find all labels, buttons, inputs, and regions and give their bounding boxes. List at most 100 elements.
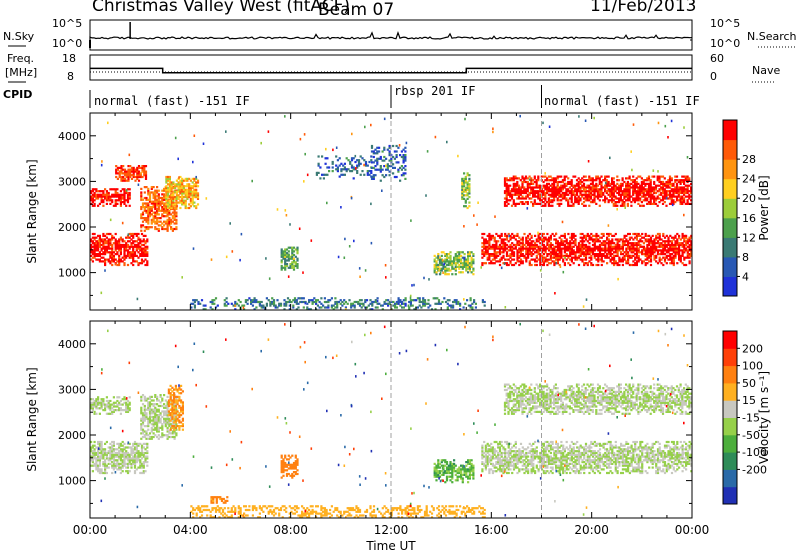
heatmap-cell	[97, 451, 100, 455]
heatmap-cell	[392, 166, 395, 169]
heatmap-cell	[588, 238, 591, 241]
heatmap-cell	[519, 251, 523, 254]
heatmap-cell	[253, 300, 256, 304]
heatmap-cell	[519, 247, 523, 250]
heatmap-cell	[409, 304, 412, 307]
heatmap-cell	[616, 201, 619, 204]
heatmap-cell	[681, 195, 684, 198]
scatter-cell	[477, 201, 479, 204]
heatmap-cell	[146, 457, 149, 460]
heatmap-cell	[589, 177, 593, 180]
heatmap-cell	[361, 170, 364, 173]
heatmap-cell	[612, 193, 615, 196]
heatmap-cell	[547, 188, 550, 191]
heatmap-cell	[642, 179, 645, 182]
heatmap-cell	[146, 442, 149, 445]
heatmap-cell	[486, 234, 489, 237]
heatmap-cell	[665, 234, 668, 237]
heatmap-cell	[651, 240, 654, 243]
heatmap-cell	[616, 179, 619, 182]
heatmap-cell	[123, 247, 126, 250]
heatmap-cell	[609, 254, 612, 257]
heatmap-cell	[683, 186, 686, 189]
heatmap-cell	[144, 247, 147, 250]
heatmap-cell	[625, 251, 628, 254]
heatmap-cell	[134, 168, 137, 171]
heatmap-cell	[126, 459, 130, 462]
heatmap-cell	[213, 299, 216, 302]
heatmap-cell	[590, 254, 593, 257]
heatmap-cell	[125, 243, 128, 247]
heatmap-cell	[371, 302, 374, 305]
heatmap-cell	[579, 240, 582, 243]
heatmap-cell	[604, 245, 607, 248]
heatmap-cell	[225, 304, 228, 307]
scatter-cell	[284, 115, 286, 118]
heatmap-cell	[168, 177, 171, 180]
heatmap-cell	[537, 236, 540, 239]
heatmap-cell	[521, 186, 524, 189]
heatmap-cell	[556, 240, 559, 243]
heatmap-cell	[98, 446, 101, 449]
scatter-cell	[578, 115, 580, 118]
heatmap-cell	[626, 193, 629, 196]
heatmap-cell	[623, 240, 626, 243]
heatmap-cell	[623, 190, 626, 193]
heatmap-cell	[593, 195, 596, 198]
heatmap-cell	[102, 462, 105, 465]
heatmap-cell	[135, 459, 138, 462]
heatmap-cell	[653, 175, 656, 178]
heatmap-cell	[504, 249, 507, 252]
heatmap-cell	[635, 191, 638, 195]
heatmap-cell	[91, 405, 94, 408]
heatmap-cell	[647, 201, 651, 204]
heatmap-cell	[156, 217, 159, 220]
heatmap-cell	[681, 254, 684, 257]
heatmap-cell	[560, 193, 563, 196]
heatmap-cell	[483, 251, 486, 254]
heatmap-cell	[555, 249, 558, 252]
heatmap-cell	[581, 247, 584, 250]
heatmap-cell	[283, 304, 286, 307]
heatmap-cell	[177, 177, 180, 180]
heatmap-cell	[343, 168, 346, 171]
heatmap-cell	[502, 247, 505, 250]
heatmap-cell	[143, 202, 146, 205]
heatmap-cell	[100, 471, 103, 475]
heatmap-cell	[350, 166, 354, 169]
heatmap-cell	[142, 446, 145, 449]
heatmap-cell	[152, 196, 155, 200]
heatmap-cell	[679, 243, 682, 247]
heatmap-cell	[495, 253, 498, 256]
heatmap-cell	[105, 455, 108, 458]
heatmap-cell	[563, 175, 566, 178]
heatmap-cell	[481, 245, 484, 248]
heatmap-cell	[237, 299, 240, 302]
heatmap-cell	[376, 157, 379, 160]
heatmap-cell	[167, 183, 170, 186]
heatmap-cell	[642, 191, 645, 195]
heatmap-cell	[633, 186, 636, 189]
heatmap-cell	[623, 201, 626, 204]
heatmap-cell	[518, 247, 521, 250]
heatmap-cell	[467, 258, 470, 261]
heatmap-cell	[123, 253, 126, 256]
heatmap-cell	[141, 204, 145, 207]
heatmap-cell	[295, 300, 298, 304]
heatmap-cell	[628, 238, 631, 241]
heatmap-cell	[463, 197, 466, 200]
heatmap-cell	[644, 199, 647, 202]
heatmap-cell	[366, 170, 369, 173]
scatter-cell	[260, 141, 262, 145]
heatmap-cell	[544, 199, 547, 202]
heatmap-cell	[193, 185, 196, 188]
heatmap-cell	[505, 263, 509, 267]
heatmap-cell	[280, 266, 283, 269]
heatmap-cell	[535, 195, 538, 198]
heatmap-cell	[93, 242, 96, 245]
heatmap-cell	[678, 242, 681, 245]
heatmap-cell	[623, 242, 626, 245]
heatmap-cell	[104, 197, 107, 200]
heatmap-cell	[122, 179, 125, 182]
heatmap-cell	[177, 194, 180, 197]
